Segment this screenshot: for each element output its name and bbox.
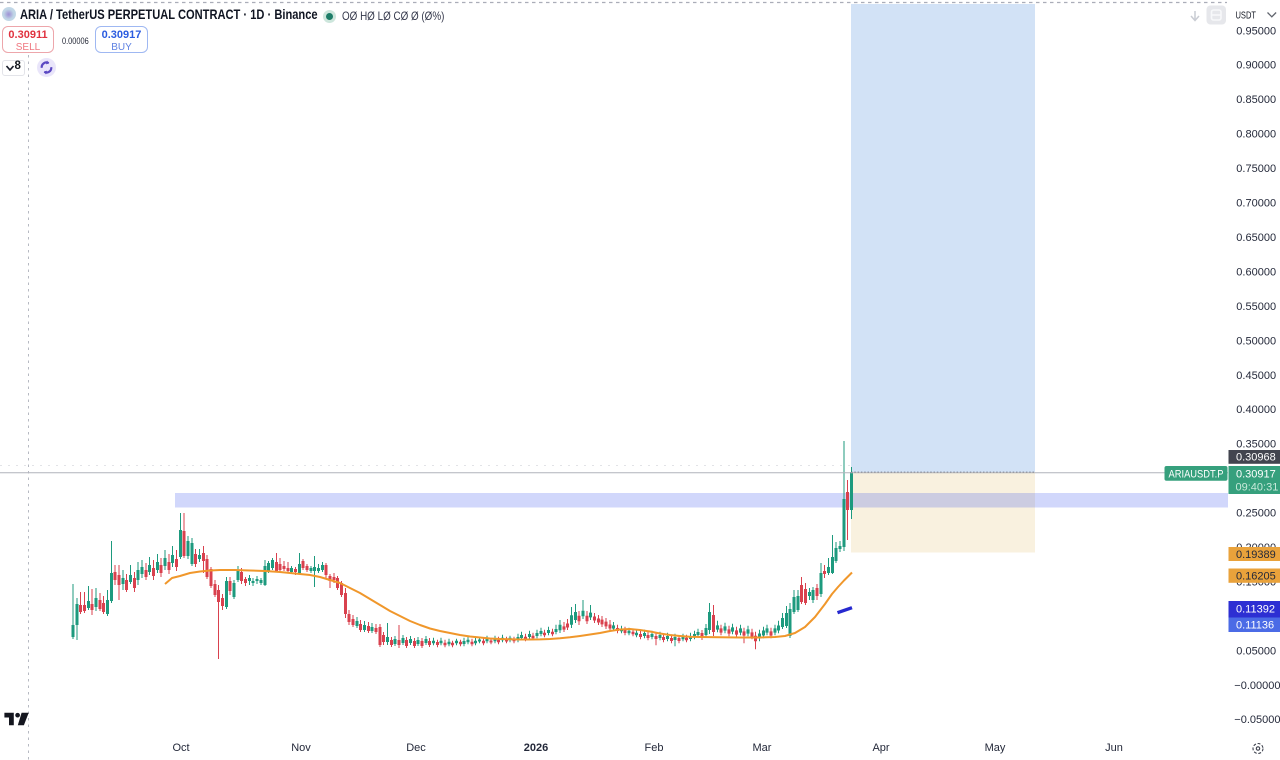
svg-text:Jun: Jun	[1105, 742, 1123, 754]
svg-text:0.85000: 0.85000	[1236, 94, 1276, 106]
svg-text:−0.05000: −0.05000	[1234, 714, 1280, 726]
svg-text:0.11136: 0.11136	[1236, 620, 1274, 632]
svg-text:0.16205: 0.16205	[1236, 571, 1276, 583]
svg-text:Oct: Oct	[172, 742, 189, 754]
svg-text:0.60000: 0.60000	[1236, 266, 1276, 278]
svg-text:Dec: Dec	[406, 742, 426, 754]
svg-text:0.40000: 0.40000	[1236, 404, 1276, 416]
svg-text:09:40:31: 09:40:31	[1236, 482, 1279, 494]
svg-text:Nov: Nov	[291, 742, 311, 754]
svg-text:Feb: Feb	[645, 742, 664, 754]
svg-text:−0.00000: −0.00000	[1234, 680, 1280, 692]
svg-text:0.19389: 0.19389	[1236, 549, 1276, 561]
svg-text:0.55000: 0.55000	[1236, 301, 1276, 313]
svg-text:0.25000: 0.25000	[1236, 508, 1276, 520]
svg-text:0.30917: 0.30917	[1236, 469, 1276, 481]
svg-text:0.65000: 0.65000	[1236, 232, 1276, 244]
svg-text:2026: 2026	[524, 742, 548, 754]
svg-text:0.75000: 0.75000	[1236, 163, 1276, 175]
svg-text:May: May	[985, 742, 1006, 754]
svg-text:ARIAUSDT.P: ARIAUSDT.P	[1169, 468, 1224, 480]
svg-text:0.95000: 0.95000	[1236, 25, 1276, 37]
svg-text:0.45000: 0.45000	[1236, 370, 1276, 382]
svg-text:0.35000: 0.35000	[1236, 439, 1276, 451]
svg-text:Apr: Apr	[872, 742, 889, 754]
svg-text:0.80000: 0.80000	[1236, 129, 1276, 141]
svg-text:0.70000: 0.70000	[1236, 198, 1276, 210]
svg-text:0.90000: 0.90000	[1236, 60, 1276, 72]
svg-text:0.05000: 0.05000	[1236, 645, 1276, 657]
svg-text:Mar: Mar	[753, 742, 772, 754]
svg-text:USDT: USDT	[1236, 10, 1257, 22]
svg-text:0.50000: 0.50000	[1236, 335, 1276, 347]
svg-text:0.11392: 0.11392	[1236, 604, 1275, 616]
svg-text:0.30968: 0.30968	[1236, 452, 1276, 464]
